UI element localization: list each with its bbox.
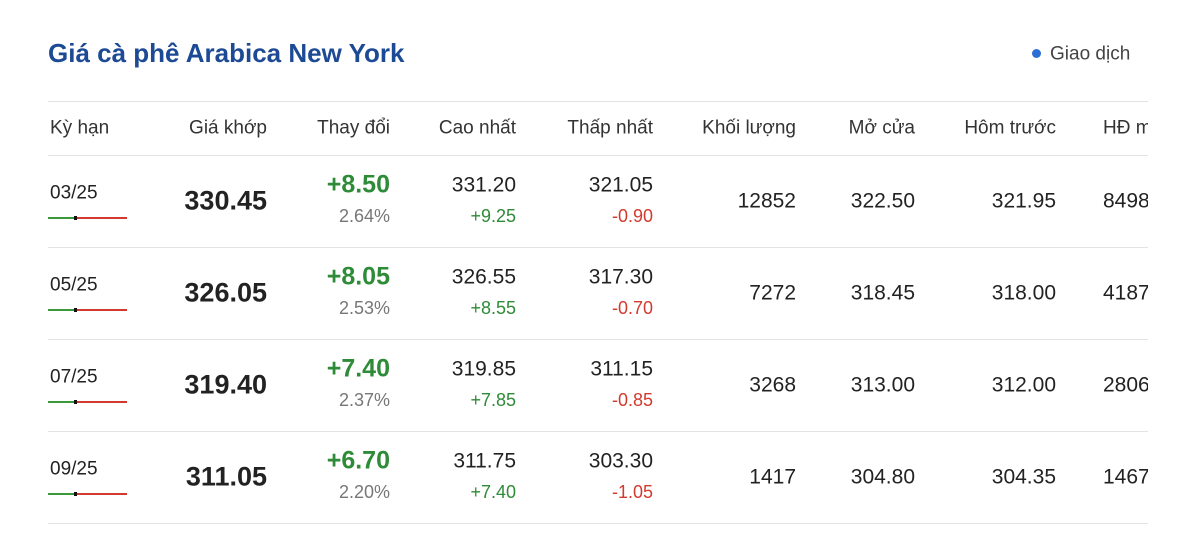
- open: 304.80: [850, 465, 915, 489]
- open-interest: 4187: [1103, 281, 1148, 305]
- open-interest: 1467: [1103, 465, 1148, 489]
- range-bar-mark: [74, 400, 77, 404]
- title: Giá cà phê Arabica New York: [48, 38, 405, 68]
- range-bar-mark: [74, 216, 77, 220]
- term: 07/25: [50, 366, 98, 388]
- low: 303.30: [588, 449, 653, 473]
- term: 05/25: [50, 274, 98, 296]
- low-change: -0.70: [611, 298, 653, 318]
- column-header: Giá khớp: [189, 117, 267, 139]
- low-change: -0.90: [611, 206, 653, 226]
- high-change: +8.55: [470, 298, 516, 318]
- change-percent: 2.64%: [338, 206, 390, 226]
- column-header: Mở cửa: [848, 117, 915, 139]
- open: 318.45: [850, 281, 915, 305]
- divider: [48, 523, 1148, 524]
- range-bar-low: [48, 493, 74, 495]
- divider: [48, 339, 1148, 340]
- range-bar-high: [77, 309, 127, 311]
- range-bar-low: [48, 309, 74, 311]
- divider: [48, 155, 1148, 156]
- change: +8.50: [326, 170, 390, 199]
- open-interest: 2806: [1103, 373, 1148, 397]
- range-bar-mark: [74, 308, 77, 312]
- column-header: Thấp nhất: [567, 117, 653, 139]
- column-header: Khối lượng: [702, 117, 796, 139]
- volume: 1417: [749, 465, 796, 489]
- high-change: +9.25: [470, 206, 516, 226]
- open: 313.00: [850, 373, 915, 397]
- low: 317.30: [588, 265, 653, 289]
- divider: [48, 247, 1148, 248]
- high: 311.75: [453, 449, 516, 473]
- change: +6.70: [326, 446, 390, 475]
- range-bar-high: [77, 493, 127, 495]
- volume: 12852: [737, 189, 796, 213]
- range-bar-high: [77, 217, 127, 219]
- column-header: Kỳ hạn: [50, 117, 110, 139]
- column-header: Cao nhất: [438, 117, 516, 139]
- change: +7.40: [326, 354, 390, 383]
- range-bar-high: [77, 401, 127, 403]
- status-dot: [1032, 49, 1041, 58]
- open-interest: 8498: [1103, 189, 1148, 213]
- high: 326.55: [451, 265, 516, 289]
- change-percent: 2.20%: [338, 482, 390, 502]
- previous: 321.95: [991, 189, 1056, 213]
- low: 321.05: [588, 173, 653, 197]
- price: 311.05: [185, 461, 267, 492]
- column-header: Hôm trước: [964, 117, 1056, 139]
- high-change: +7.85: [470, 390, 516, 410]
- status: Giao dịch: [1050, 43, 1131, 65]
- divider: [48, 101, 1148, 102]
- divider: [48, 431, 1148, 432]
- table: Kỳ hạn Giá khớp Thay đổi Cao nhất Thấp nhất K…: [48, 0, 1148, 538]
- change-percent: 2.53%: [338, 298, 390, 318]
- change-percent: 2.37%: [338, 390, 390, 410]
- term: 03/25: [50, 182, 98, 204]
- range-bar-low: [48, 217, 74, 219]
- previous: 312.00: [991, 373, 1056, 397]
- low-change: -1.05: [611, 482, 653, 502]
- previous: 318.00: [991, 281, 1056, 305]
- range-bar-mark: [74, 492, 77, 496]
- column-header: Thay đổi: [317, 117, 390, 139]
- high: 319.85: [451, 357, 516, 381]
- range-bar-low: [48, 401, 74, 403]
- volume: 7272: [749, 281, 796, 305]
- volume: 3268: [749, 373, 796, 397]
- low-change: -0.85: [611, 390, 653, 410]
- price: 330.45: [184, 185, 267, 216]
- price: 319.40: [184, 369, 267, 400]
- high-change: +7.40: [470, 482, 516, 502]
- open: 322.50: [850, 189, 915, 213]
- term: 09/25: [50, 458, 98, 480]
- price: 326.05: [184, 277, 267, 308]
- low: 311.15: [590, 357, 653, 381]
- column-header: HĐ m: [1103, 117, 1148, 139]
- high: 331.20: [451, 173, 516, 197]
- change: +8.05: [326, 262, 390, 291]
- previous: 304.35: [991, 465, 1056, 489]
